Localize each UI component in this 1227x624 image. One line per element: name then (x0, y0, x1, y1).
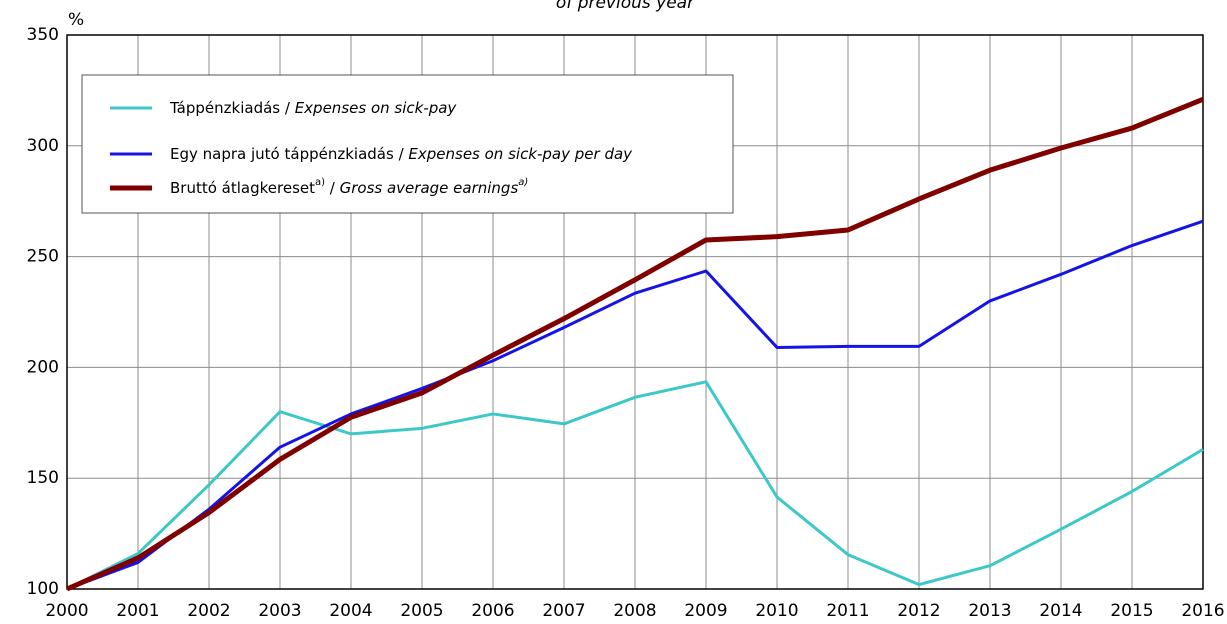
y-tick-label: 150 (27, 468, 59, 488)
x-tick-label: 2010 (755, 601, 798, 621)
x-tick-label: 2005 (400, 601, 443, 621)
x-tick-label: 2013 (968, 601, 1011, 621)
y-tick-label: 250 (27, 247, 59, 267)
x-tick-label: 2011 (826, 601, 869, 621)
x-tick-label: 2012 (897, 601, 940, 621)
legend-box (81, 74, 734, 214)
x-tick-label: 2003 (258, 601, 301, 621)
x-tick-label: 2016 (1181, 601, 1224, 621)
x-tick-label: 2007 (542, 601, 585, 621)
x-tick-label: 2002 (187, 601, 230, 621)
x-tick-label: 2009 (684, 601, 727, 621)
x-tick-label: 2014 (1039, 601, 1082, 621)
y-tick-label: 300 (27, 136, 59, 156)
y-tick-label: 350 (27, 25, 59, 45)
series-line (66, 380, 1204, 591)
y-axis-label: % (68, 10, 84, 30)
legend-label: Bruttó átlagkereseta)​ / Gross average e… (170, 177, 528, 197)
series-line (66, 219, 1204, 591)
x-tick-label: 2006 (471, 601, 514, 621)
x-tick-label: 2001 (116, 601, 159, 621)
y-tick-label: 200 (27, 357, 59, 377)
x-tick-label: 2008 (613, 601, 656, 621)
series-line (65, 96, 1204, 592)
x-tick-label: 2015 (1110, 601, 1153, 621)
x-tick-label: 2004 (329, 601, 372, 621)
legend-label: Egy napra jutó táppénzkiadás / Expenses … (170, 145, 633, 163)
plot-frame (66, 34, 1204, 590)
x-tick-label: 2000 (45, 601, 88, 621)
chart-title: of previous year (556, 0, 695, 13)
legend-label: Táppénzkiadás / Expenses on sick-pay (169, 99, 457, 117)
y-tick-label: 100 (27, 579, 59, 599)
